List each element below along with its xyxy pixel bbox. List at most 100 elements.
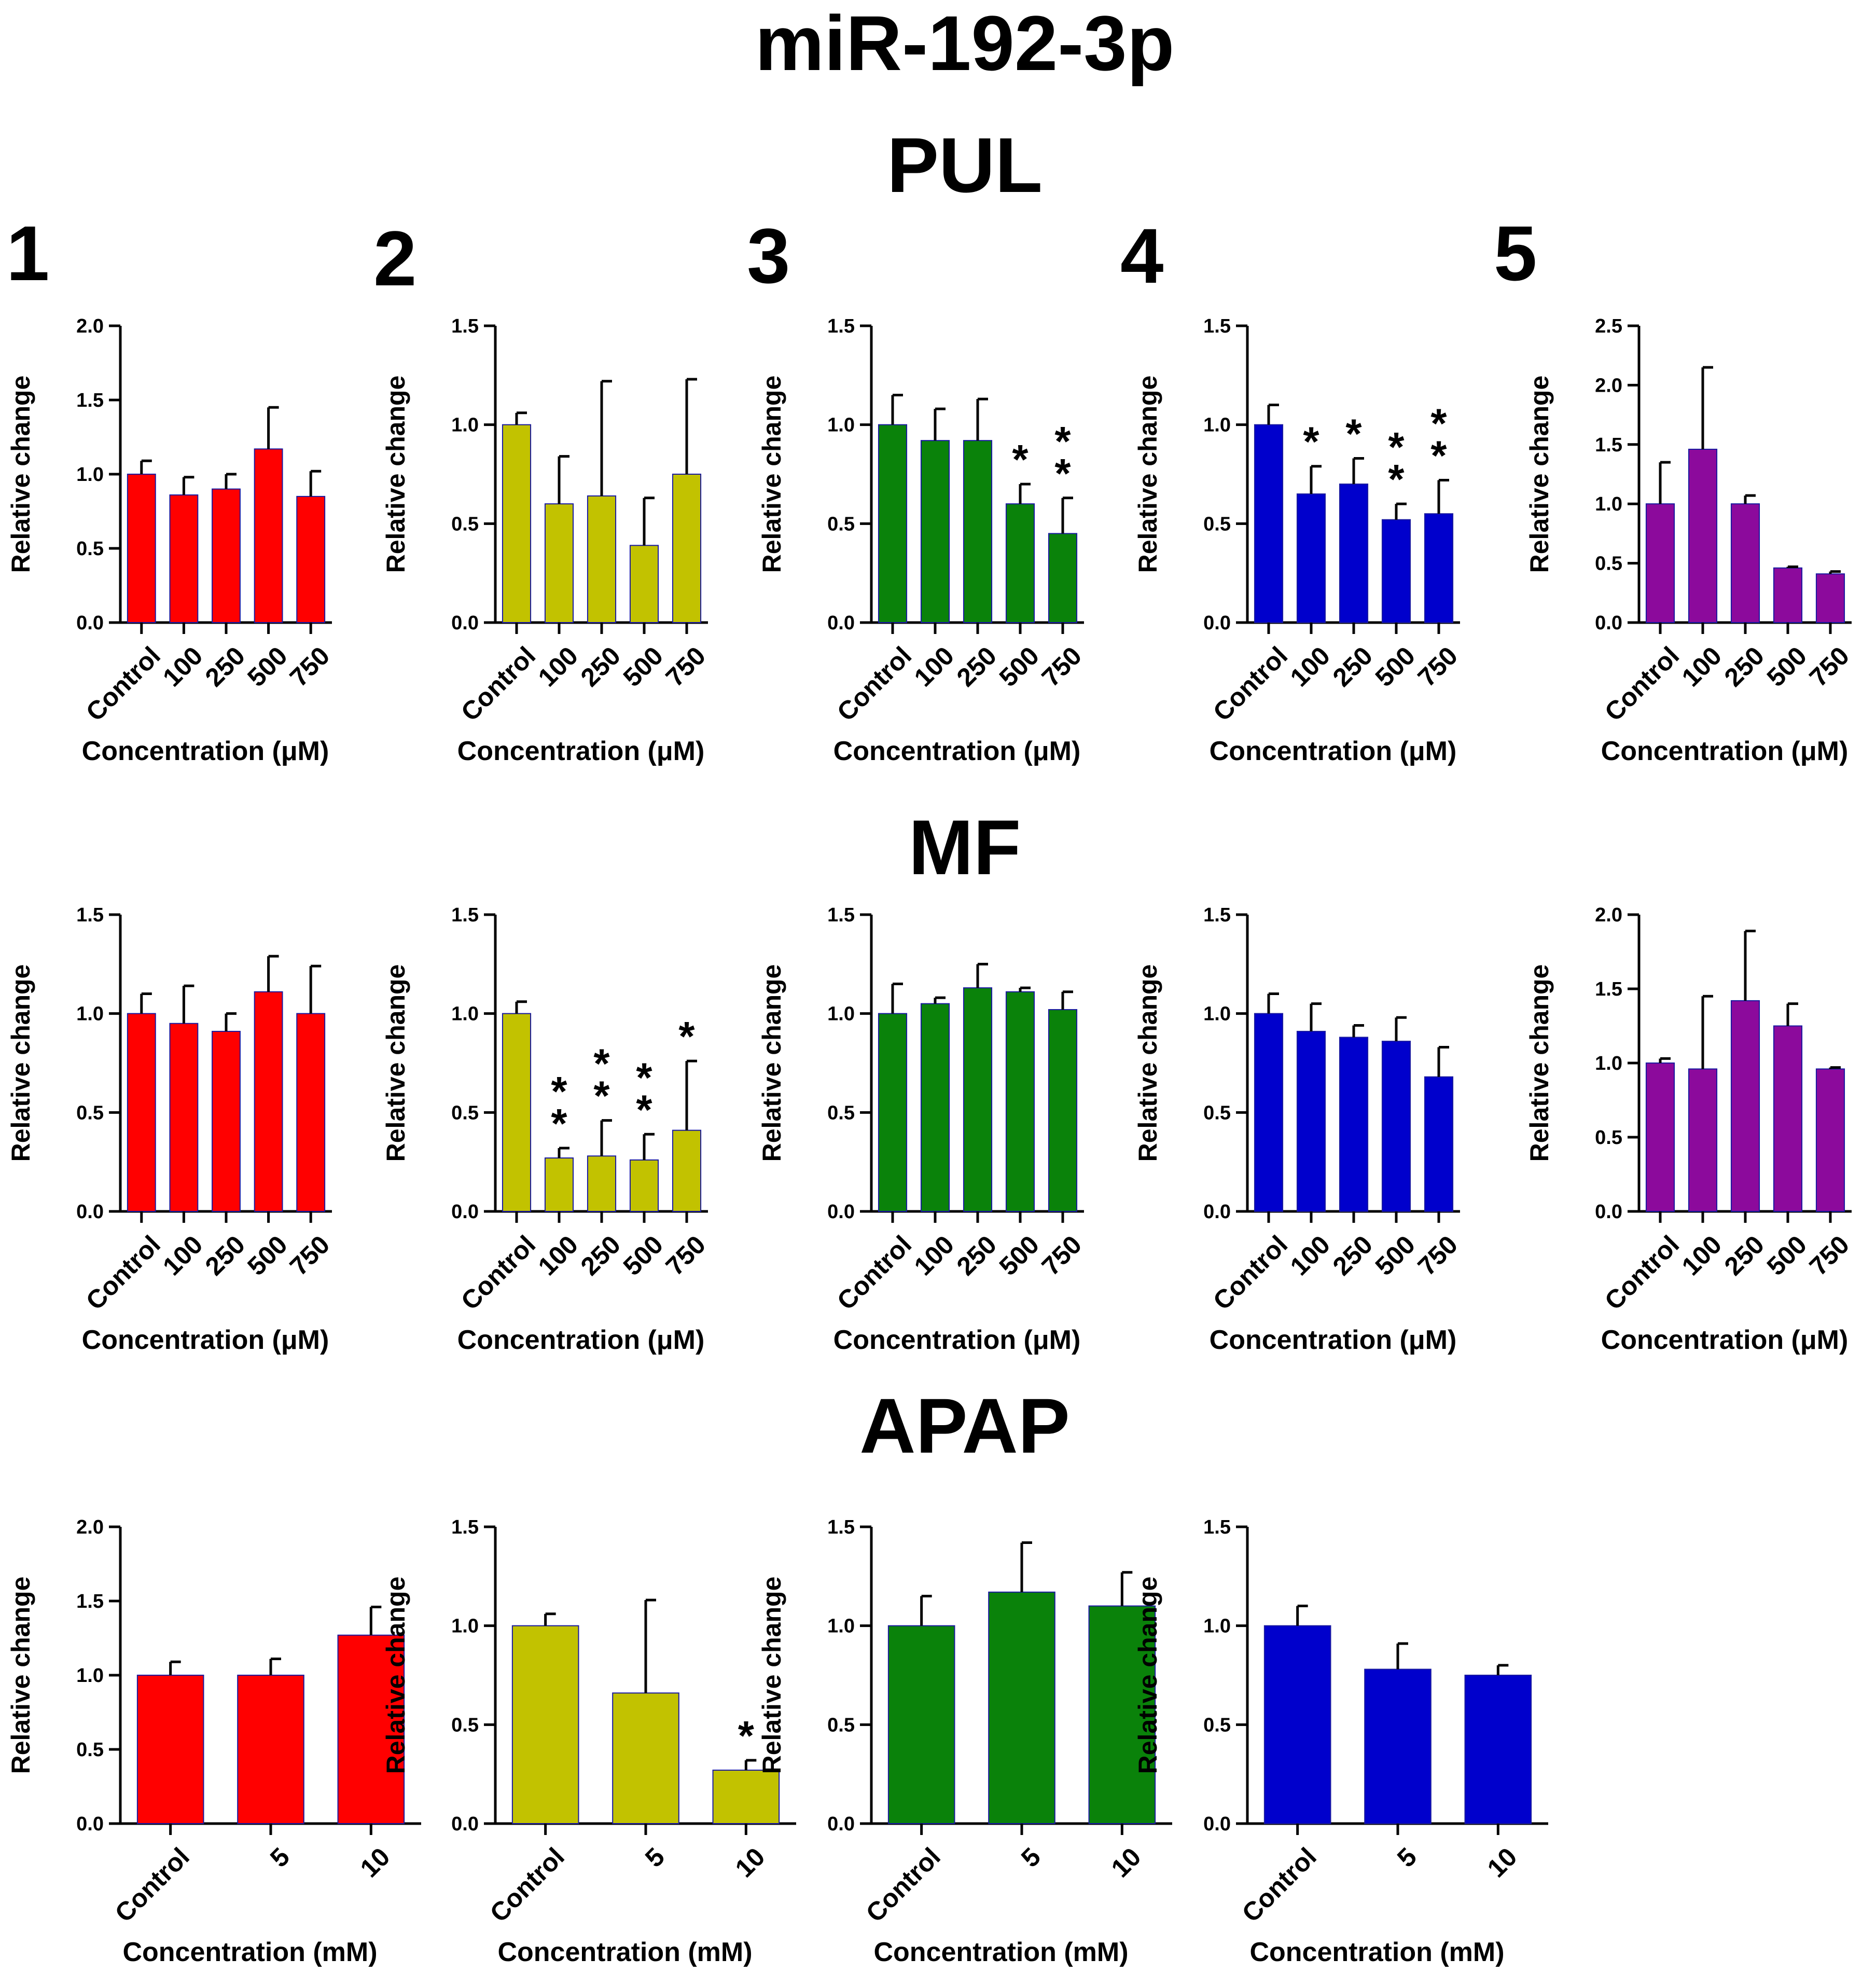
y-tick-label: 0.0	[451, 1201, 479, 1223]
x-tick-label: 500	[1370, 641, 1421, 693]
bar-250	[1339, 484, 1369, 623]
bar-control	[127, 474, 156, 623]
y-tick-label: 1.5	[1595, 434, 1622, 456]
x-tick-label: Control	[484, 1842, 570, 1928]
x-tick-label: 500	[1370, 1230, 1421, 1281]
bar-500	[1005, 503, 1035, 624]
x-tick-label: 500	[994, 1230, 1045, 1281]
y-tick-label: 1.5	[76, 1591, 104, 1612]
x-axis-label: Concentration (μM)	[457, 736, 705, 766]
chart-apap-3: 0.0 0.5 1.0 1.5 Relative change Control 5 10 Con…	[757, 1516, 1172, 1967]
bar-control	[127, 1013, 156, 1212]
bar-500	[1381, 519, 1411, 623]
y-tick-label: 1.0	[1203, 415, 1231, 436]
x-tick-label: 10	[730, 1842, 771, 1883]
y-tick-label: 1.5	[76, 390, 104, 411]
y-axis-label: Relative change	[757, 376, 786, 573]
bar-100	[544, 503, 574, 624]
x-axis-label: Concentration (mM)	[873, 1937, 1128, 1967]
bar-500	[1381, 1041, 1411, 1212]
y-axis-label: Relative change	[6, 376, 35, 573]
y-tick-label: 1.5	[1203, 1516, 1231, 1538]
bar-5	[612, 1692, 679, 1825]
x-tick-label: 750	[1412, 1230, 1464, 1281]
bar-100	[920, 1003, 950, 1212]
x-tick-label: 750	[1412, 641, 1464, 693]
bar-250	[1730, 1000, 1760, 1212]
bar-10	[337, 1634, 405, 1825]
x-tick-label: Control	[1599, 641, 1685, 727]
bar-100	[169, 494, 199, 623]
y-tick-label: 0.0	[1203, 1201, 1231, 1223]
x-axis-label: Concentration (μM)	[1210, 736, 1457, 766]
y-tick-label: 0.5	[76, 1739, 104, 1761]
x-axis-label: Concentration (mM)	[1249, 1937, 1504, 1967]
bar-750	[296, 495, 326, 624]
x-tick-label: 250	[1327, 1230, 1379, 1281]
y-tick-label: 0.5	[451, 1102, 479, 1124]
x-tick-label: 100	[1285, 1230, 1336, 1281]
x-tick-label: Control	[109, 1842, 195, 1928]
panel-number-3: 3	[747, 212, 790, 299]
y-tick-label: 2.0	[76, 1516, 104, 1538]
y-tick-label: 0.5	[827, 1102, 855, 1124]
y-tick-label: 1.0	[76, 1665, 104, 1687]
bar-250	[212, 1030, 241, 1212]
y-tick-label: 2.0	[1595, 375, 1622, 396]
y-tick-label: 1.0	[451, 415, 479, 436]
x-axis-label: Concentration (μM)	[1210, 1325, 1457, 1355]
x-axis-label: Concentration (μM)	[1601, 1325, 1849, 1355]
panel-number-2: 2	[373, 215, 416, 302]
x-tick-label: 10	[355, 1842, 396, 1883]
y-tick-label: 2.0	[1595, 904, 1622, 926]
y-tick-label: 0.0	[76, 612, 104, 634]
y-tick-label: 0.5	[76, 1102, 104, 1124]
y-tick-label: 0.5	[451, 1714, 479, 1736]
x-axis-label: Concentration (μM)	[833, 1325, 1081, 1355]
y-tick-label: 0.5	[1203, 1102, 1231, 1124]
significance-star: *	[1345, 410, 1362, 457]
x-tick-label: Control	[1207, 1230, 1293, 1316]
bar-control	[887, 1625, 955, 1825]
bar-750	[672, 1129, 702, 1212]
x-tick-label: 250	[575, 1230, 627, 1281]
bar-control	[136, 1675, 204, 1824]
bar-250	[587, 495, 617, 623]
bar-control	[878, 424, 908, 624]
significance-star: *	[636, 1054, 652, 1100]
significance-star: *	[636, 1086, 652, 1133]
y-tick-label: 1.0	[76, 1003, 104, 1025]
bar-5	[988, 1591, 1055, 1825]
y-tick-label: 0.5	[1203, 1714, 1231, 1736]
main-title: miR-192-3p	[755, 0, 1175, 87]
x-axis-label: Concentration (mM)	[497, 1937, 752, 1967]
x-tick-label: Control	[455, 1230, 541, 1316]
bar-750	[1815, 573, 1845, 624]
y-tick-label: 0.5	[76, 538, 104, 560]
x-tick-label: 250	[200, 1230, 251, 1281]
y-tick-label: 0.0	[1595, 612, 1622, 634]
y-axis-label: Relative change	[381, 1577, 410, 1774]
y-tick-label: 1.0	[1203, 1616, 1231, 1637]
x-tick-label: 250	[575, 641, 627, 693]
x-tick-label: 250	[1327, 641, 1379, 693]
x-tick-label: 750	[1036, 641, 1088, 693]
significance-star: *	[1388, 424, 1405, 470]
bar-750	[672, 474, 702, 623]
y-tick-label: 0.0	[1203, 1813, 1231, 1835]
x-tick-label: 500	[1761, 641, 1813, 693]
bar-750	[1048, 1009, 1078, 1212]
x-tick-label: 100	[909, 641, 960, 693]
y-tick-label: 1.5	[451, 315, 479, 337]
bar-control	[1263, 1625, 1331, 1825]
significance-star: *	[593, 1073, 610, 1119]
bar-750	[1815, 1068, 1845, 1212]
bar-500	[629, 545, 659, 624]
bar-250	[587, 1155, 617, 1212]
y-tick-label: 1.5	[827, 315, 855, 337]
y-axis-label: Relative change	[1525, 964, 1554, 1162]
x-tick-label: 250	[200, 641, 251, 693]
bar-500	[1773, 567, 1803, 623]
